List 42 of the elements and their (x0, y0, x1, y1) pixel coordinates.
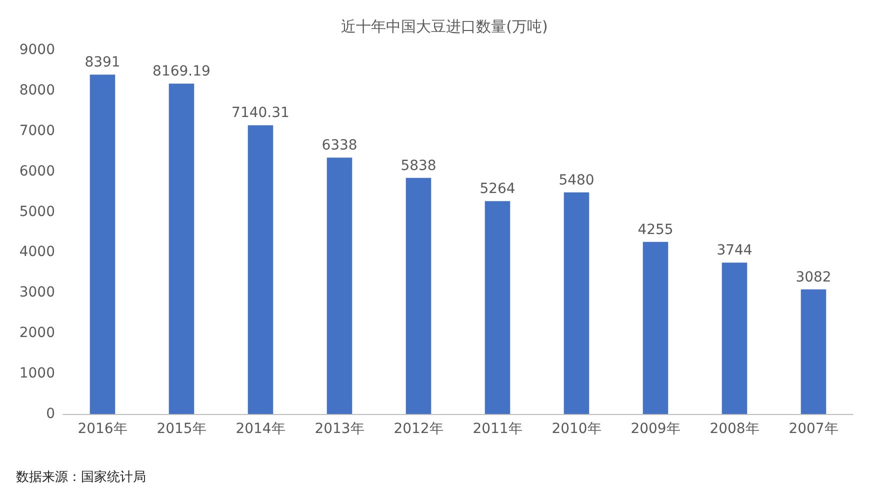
y-tick-label: 6000 (19, 163, 55, 180)
y-tick-label: 0 (46, 406, 55, 422)
bar (722, 262, 748, 414)
chart-title: 近十年中国大豆进口数量(万吨) (341, 18, 548, 36)
x-tick-label: 2010年 (552, 421, 602, 437)
bar (484, 201, 510, 414)
bar (248, 125, 274, 414)
x-tick-label: 2007年 (788, 421, 838, 437)
y-tick-label: 8000 (19, 82, 55, 98)
data-label: 5838 (400, 158, 436, 174)
data-label: 5264 (480, 181, 516, 198)
y-tick-label: 9000 (19, 42, 55, 58)
y-tick-label: 3000 (19, 284, 55, 301)
bar (326, 158, 352, 414)
bar (642, 242, 668, 414)
data-label: 8169.19 (152, 64, 210, 80)
x-tick-label: 2013年 (314, 421, 364, 437)
data-label: 5480 (558, 172, 594, 188)
bar (564, 192, 590, 414)
x-tick-label: 2009年 (630, 421, 680, 437)
data-label: 4255 (638, 222, 674, 238)
y-tick-label: 4000 (19, 244, 55, 260)
y-tick-label: 2000 (19, 325, 55, 342)
x-tick-label: 2012年 (394, 421, 444, 437)
y-tick-label: 5000 (19, 204, 55, 220)
data-label: 7140.31 (232, 105, 290, 122)
bar (90, 74, 116, 414)
data-label: 8391 (84, 54, 120, 71)
bar (406, 178, 432, 414)
data-label: 3082 (796, 269, 832, 286)
x-tick-label: 2011年 (472, 421, 522, 437)
x-tick-label: 2016年 (78, 421, 128, 437)
data-label: 6338 (322, 138, 358, 154)
x-tick-label: 2008年 (710, 421, 760, 437)
x-tick-label: 2015年 (156, 421, 206, 437)
data-label: 3744 (716, 242, 752, 259)
source-note: 数据来源：国家统计局 (16, 469, 146, 485)
y-tick-label: 1000 (19, 366, 55, 382)
bar (800, 289, 826, 414)
bar (168, 84, 194, 414)
x-tick-label: 2014年 (236, 421, 286, 437)
y-tick-label: 7000 (19, 122, 55, 139)
